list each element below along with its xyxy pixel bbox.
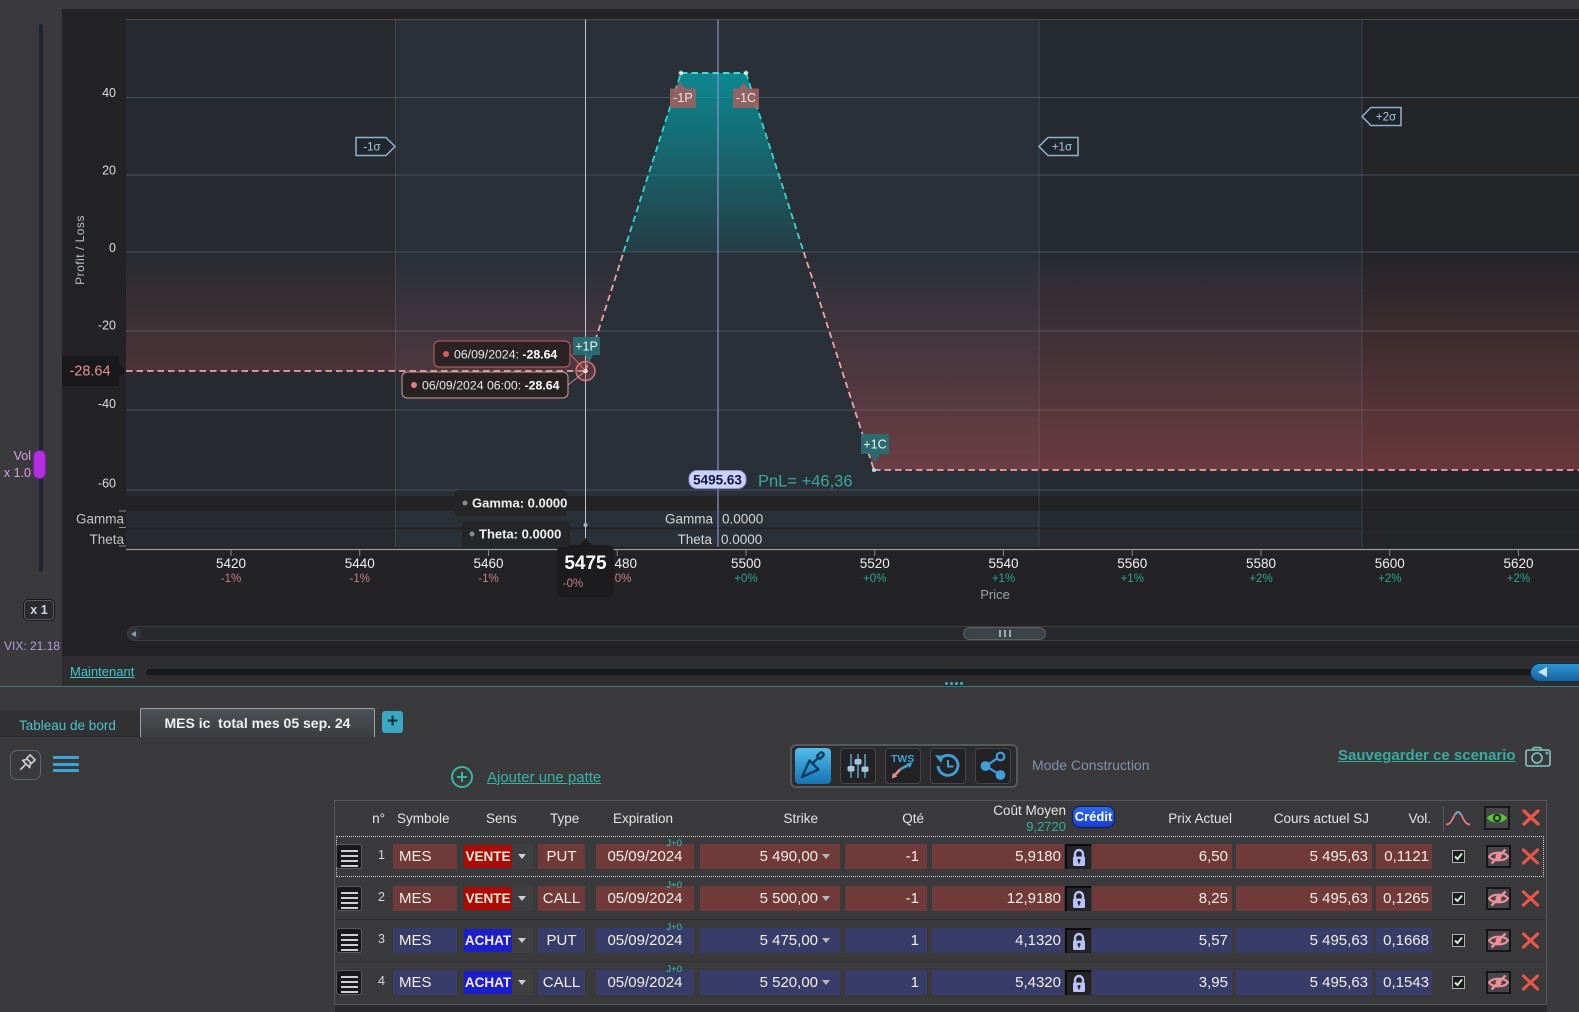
svg-text:5495.63: 5495.63 [693, 473, 742, 488]
svg-text:+1%: +1% [1121, 573, 1144, 585]
svg-text:Profit / Loss: Profit / Loss [73, 215, 87, 285]
svg-text:5500: 5500 [731, 556, 761, 571]
svg-text:-1σ: -1σ [363, 142, 380, 154]
svg-text:+2%: +2% [1378, 573, 1401, 585]
svg-text:5480: 5480 [607, 556, 637, 571]
svg-text:-40: -40 [98, 397, 116, 411]
svg-text:Theta: Theta [89, 532, 124, 547]
svg-text:Gamma: Gamma [665, 512, 714, 527]
svg-text:0.0000: 0.0000 [722, 512, 763, 527]
svg-text:Gamma: 0.0000: Gamma: 0.0000 [472, 496, 567, 511]
svg-text:+0%: +0% [734, 573, 757, 585]
svg-text:+1P: +1P [575, 340, 598, 354]
svg-text:Theta: Theta [677, 532, 712, 547]
svg-text:+1%: +1% [992, 573, 1015, 585]
svg-text:06/09/2024: -28.64: 06/09/2024: -28.64 [454, 348, 557, 362]
svg-text:PnL= +46,36: PnL= +46,36 [758, 473, 853, 491]
svg-text:+0%: +0% [863, 573, 886, 585]
svg-text:5560: 5560 [1117, 556, 1147, 571]
svg-text:-0%: -0% [563, 578, 583, 590]
svg-text:-28.64: -28.64 [69, 364, 110, 380]
svg-text:5540: 5540 [988, 556, 1018, 571]
svg-text:5440: 5440 [345, 556, 375, 571]
svg-text:-1%: -1% [350, 573, 370, 585]
svg-text:-1%: -1% [478, 573, 498, 585]
svg-text:+2σ: +2σ [1376, 112, 1396, 124]
svg-text:-60: -60 [98, 477, 116, 491]
svg-text:0.0000: 0.0000 [721, 532, 762, 547]
svg-text:0%: 0% [615, 573, 632, 585]
svg-text:20: 20 [102, 164, 116, 178]
svg-text:40: 40 [102, 86, 116, 100]
svg-text:5580: 5580 [1246, 556, 1276, 571]
svg-text:+2%: +2% [1249, 573, 1272, 585]
svg-text:+1σ: +1σ [1052, 142, 1072, 154]
svg-text:TWS: TWS [891, 753, 914, 765]
svg-text:Price: Price [980, 587, 1010, 602]
svg-text:Gamma: Gamma [76, 512, 125, 527]
svg-text:0: 0 [109, 241, 116, 255]
svg-text:+1C: +1C [863, 438, 886, 452]
svg-text:5420: 5420 [216, 556, 246, 571]
svg-text:06/09/2024 06:00: -28.64: 06/09/2024 06:00: -28.64 [422, 379, 560, 393]
svg-text:-1C: -1C [736, 91, 756, 105]
svg-text:-1P: -1P [673, 91, 692, 105]
svg-text:+2%: +2% [1507, 573, 1530, 585]
svg-text:5475: 5475 [564, 553, 607, 574]
svg-text:Theta: 0.0000: Theta: 0.0000 [479, 527, 561, 542]
svg-text:5460: 5460 [473, 556, 503, 571]
svg-text:-20: -20 [98, 319, 116, 333]
svg-text:5600: 5600 [1375, 556, 1405, 571]
svg-text:5520: 5520 [860, 556, 890, 571]
svg-text:5620: 5620 [1503, 556, 1533, 571]
svg-text:-1%: -1% [221, 573, 241, 585]
